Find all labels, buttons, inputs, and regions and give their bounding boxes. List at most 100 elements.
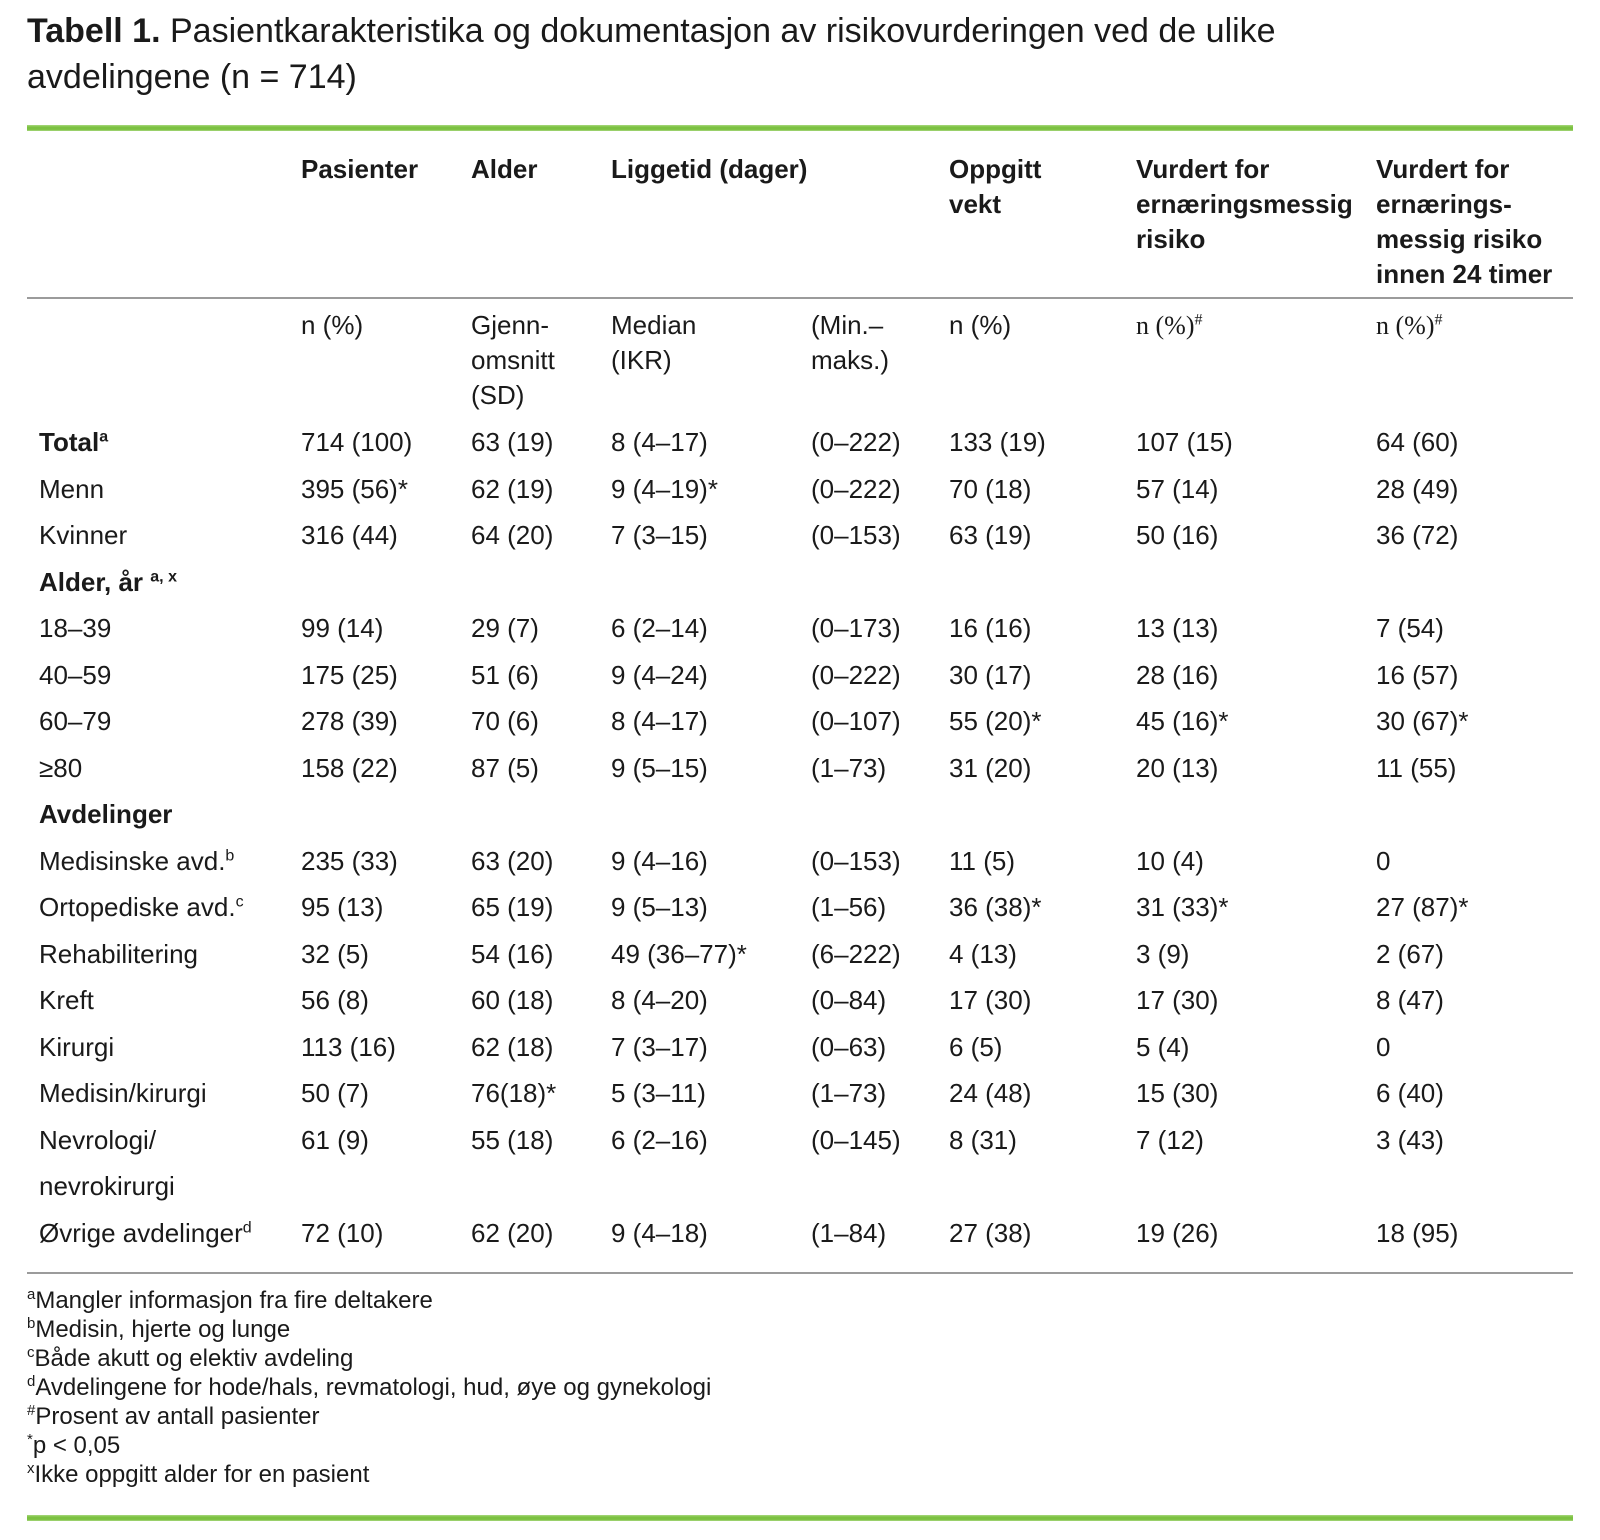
table-cell: 49 (36–77)*	[611, 938, 747, 969]
table-cell: 5 (4)	[1136, 1031, 1190, 1062]
subheader-median: Median (IKR)	[611, 310, 697, 375]
table-cell: 9 (5–15)	[611, 752, 708, 783]
table-bottom-rule	[27, 1515, 1573, 1521]
table-cell: (6–222)	[811, 938, 901, 969]
table-cell: 55 (18)	[471, 1124, 554, 1155]
table-cell: 17 (30)	[1136, 985, 1219, 1015]
table-cell	[949, 791, 1136, 838]
header-pasienter: Pasienter	[301, 131, 471, 299]
hash-superscript: #	[1194, 311, 1203, 329]
table-cell: 6 (40)	[1376, 1078, 1444, 1108]
header-alder: Alder	[471, 131, 611, 299]
footnote: #Prosent av antall pasienter	[27, 1402, 320, 1430]
table-cell: 99 (14)	[301, 613, 384, 643]
table-cell: 8 (4–17)	[611, 706, 708, 736]
table-row: Rehabilitering 32 (5) 54 (16) 49 (36–77)* (6…	[27, 931, 1573, 978]
table-cell: 61 (9)	[301, 1124, 369, 1155]
header-liggetid: Liggetid (dager)	[611, 131, 949, 299]
table-title: Tabell 1. Pasientkarakteristika og dokum…	[27, 8, 1447, 100]
table-cell: 62 (20)	[471, 1217, 554, 1248]
row-label: 60–79	[39, 706, 112, 736]
table-row: ≥80 158 (22) 87 (5) 9 (5–15) (1–73) 31 (20) 20…	[27, 745, 1573, 792]
table-cell: (1–56)	[811, 892, 887, 922]
table-cell	[611, 559, 811, 606]
table-cell: 133 (19)	[949, 427, 1046, 457]
table-cell: 17 (30)	[949, 985, 1032, 1015]
table-cell: 50 (16)	[1136, 520, 1219, 550]
table-cell: 36 (38)*	[949, 892, 1042, 922]
footnote-marker: a	[27, 1286, 36, 1303]
row-label: ≥80	[39, 752, 83, 783]
row-label: Kvinner	[39, 520, 128, 550]
table-cell: 70 (18)	[949, 473, 1032, 504]
table-cell: (0–153)	[811, 520, 901, 550]
table-cell: 2 (67)	[1376, 938, 1444, 969]
footnote-marker: x	[27, 1460, 35, 1477]
table-cell: 9 (4–18)	[611, 1217, 708, 1248]
row-label: 18–39	[39, 613, 112, 643]
table-cell: 28 (16)	[1136, 659, 1219, 690]
table-cell: 10 (4)	[1136, 845, 1204, 876]
table-cell: 7 (54)	[1376, 613, 1444, 643]
table-cell: 31 (33)*	[1136, 892, 1229, 922]
table-cell: 30 (67)*	[1376, 706, 1469, 736]
table-cell	[471, 559, 611, 606]
table-row: 60–79 278 (39) 70 (6) 8 (4–17) (0–107) 55 (20…	[27, 698, 1573, 745]
table-cell	[811, 559, 949, 606]
table-cell: 62 (19)	[471, 473, 554, 504]
table-cell: 158 (22)	[301, 752, 398, 783]
table-cell: 6 (5)	[949, 1031, 1003, 1062]
table-cell	[301, 559, 471, 606]
table-cell: 57 (14)	[1136, 473, 1219, 504]
footnote-marker: #	[27, 1402, 36, 1419]
table-cell: 11 (5)	[949, 845, 1015, 876]
table-cell: 5 (3–11)	[611, 1078, 706, 1108]
table-cell: 3 (9)	[1136, 938, 1190, 969]
footnote: *p < 0,05	[27, 1431, 121, 1459]
table-title-label: Tabell 1.	[27, 12, 161, 50]
table-cell: 8 (4–17)	[611, 427, 708, 457]
table-row: Medisinske avd.b 235 (33) 63 (20) 9 (4–16) (…	[27, 838, 1573, 885]
table-cell	[949, 559, 1136, 606]
table-row: Kirurgi 113 (16) 62 (18) 7 (3–17) (0–63) 6 (5…	[27, 1024, 1573, 1071]
table-cell: 50 (7)	[301, 1078, 369, 1108]
table-body: Totala 714 (100) 63 (19) 8 (4–17) (0–222) 133…	[27, 419, 1573, 1256]
table-cell: 28 (49)	[1376, 473, 1459, 504]
table-cell: 30 (17)	[949, 659, 1032, 690]
table-cell: 11 (55)	[1376, 752, 1457, 783]
table-row: Kvinner 316 (44) 64 (20) 7 (3–15) (0–153) 63 …	[27, 512, 1573, 559]
table-cell: 18 (95)	[1376, 1217, 1459, 1248]
table-row: Øvrige avdelingerd 72 (10) 62 (20) 9 (4–18)…	[27, 1210, 1573, 1257]
table-cell: 235 (33)	[301, 845, 398, 876]
table-cell: 175 (25)	[301, 659, 398, 690]
header-empty	[27, 131, 301, 299]
table-cell: 8 (31)	[949, 1124, 1017, 1155]
table-cell: 45 (16)*	[1136, 706, 1229, 736]
table-row: Ortopediske avd.c 95 (13) 65 (19) 9 (5–13) (…	[27, 884, 1573, 931]
row-label: Totala	[39, 427, 109, 457]
header-vurdert-risiko-24t: Vurdert for ernærings-messig risiko inne…	[1376, 131, 1573, 299]
label-superscript: a, x	[150, 567, 177, 585]
table-cell: (0–222)	[811, 427, 901, 457]
table-cell: 3 (43)	[1376, 1124, 1444, 1155]
table-cell: 95 (13)	[301, 892, 384, 922]
table-cell: (0–173)	[811, 613, 901, 643]
table-cell: 63 (19)	[471, 427, 554, 457]
table-cell: 9 (5–13)	[611, 892, 708, 922]
table-cell: (0–145)	[811, 1124, 901, 1155]
table-cell: 278 (39)	[301, 706, 398, 736]
row-label: Nevrologi/ nevrokirurgi	[39, 1124, 175, 1202]
table-cell: 60 (18)	[471, 985, 554, 1015]
label-superscript: b	[225, 846, 235, 864]
table-cell: 76(18)*	[471, 1078, 557, 1108]
subheader-row: n (%) Gjenn-omsnitt (SD) Median (IKR) (M…	[27, 298, 1573, 419]
table-cell: 65 (19)	[471, 892, 554, 922]
row-label: Kreft	[39, 985, 94, 1015]
row-label: Kirurgi	[39, 1031, 115, 1062]
table-cell	[1136, 559, 1376, 606]
header-row: Pasienter Alder Liggetid (dager) Oppgitt…	[27, 131, 1573, 299]
table-row: 18–39 99 (14) 29 (7) 6 (2–14) (0–173) 16 (16)…	[27, 605, 1573, 652]
row-label: Øvrige avdelingerd	[39, 1217, 252, 1248]
label-superscript: a	[99, 428, 109, 446]
table-cell: 6 (2–14)	[611, 613, 708, 643]
